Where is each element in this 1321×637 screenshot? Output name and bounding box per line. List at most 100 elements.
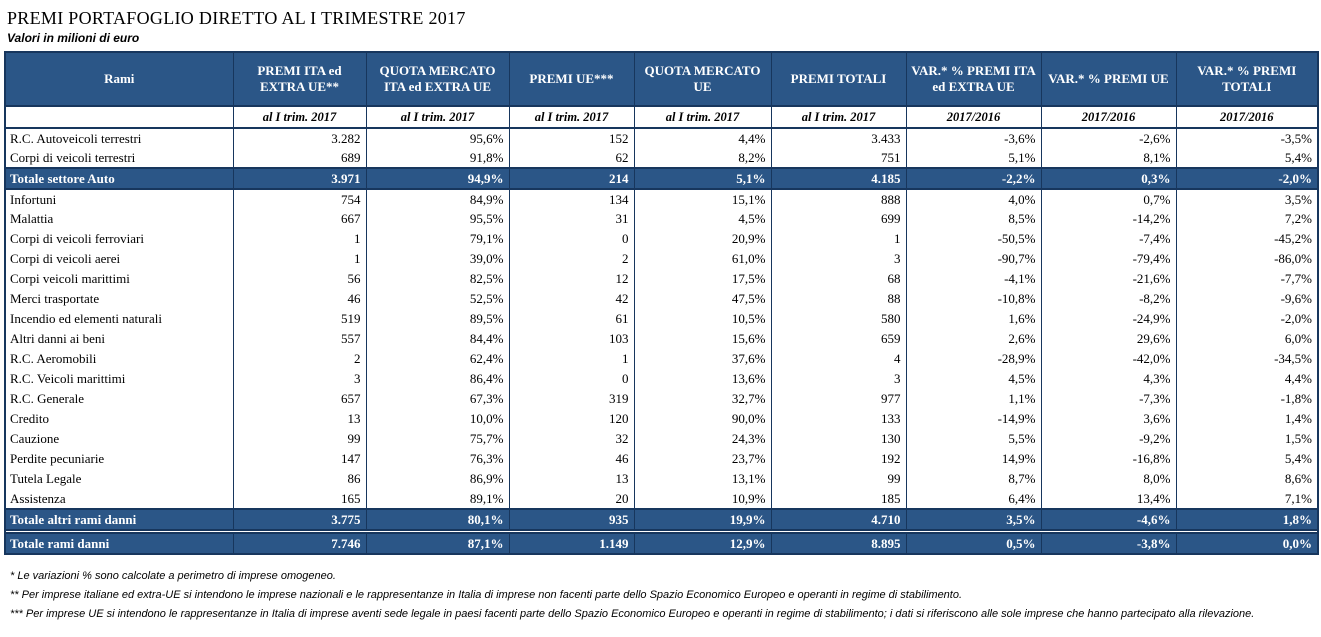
- table-row: Altri danni ai beni 557 84,4% 103 15,6% 659 2,…: [4, 329, 1319, 349]
- cell-value: 1: [232, 229, 367, 249]
- cell-value: 165: [232, 489, 367, 509]
- column-header: VAR.* % PREMI ITA ed EXTRA UE: [905, 52, 1042, 107]
- cell-value: 24,3%: [633, 429, 772, 449]
- cell-value: 10,9%: [633, 489, 772, 509]
- cell-value: 3,5%: [905, 508, 1042, 531]
- row-label: Malattia: [4, 209, 234, 229]
- cell-value: 0,5%: [905, 532, 1042, 555]
- cell-value: 87,1%: [365, 532, 510, 555]
- cell-value: -7,7%: [1175, 269, 1319, 289]
- cell-value: 76,3%: [365, 449, 510, 469]
- cell-value: -90,7%: [905, 249, 1042, 269]
- cell-value: 89,5%: [365, 309, 510, 329]
- cell-value: 8,0%: [1040, 469, 1177, 489]
- cell-value: 39,0%: [365, 249, 510, 269]
- row-label: Corpi di veicoli ferroviari: [4, 229, 234, 249]
- cell-value: -9,6%: [1175, 289, 1319, 309]
- cell-value: 42: [508, 289, 635, 309]
- cell-value: 152: [508, 128, 635, 148]
- cell-value: 10,0%: [365, 409, 510, 429]
- row-spacer: [5, 530, 1318, 533]
- cell-value: 84,9%: [365, 189, 510, 209]
- cell-value: -2,0%: [1175, 309, 1319, 329]
- cell-value: 319: [508, 389, 635, 409]
- cell-value: 1,8%: [1175, 508, 1319, 531]
- cell-value: 47,5%: [633, 289, 772, 309]
- column-header-rami: Rami: [4, 52, 234, 107]
- table-row: Malattia 667 95,5% 31 4,5% 699 8,5% -14,2% 7,2%: [4, 209, 1319, 229]
- cell-value: 14,9%: [905, 449, 1042, 469]
- table-row: R.C. Autoveicoli terrestri 3.282 95,6% 152 4…: [4, 128, 1319, 148]
- cell-value: 80,1%: [365, 508, 510, 531]
- cell-value: 62: [508, 148, 635, 168]
- column-header: QUOTA MERCATO UE: [633, 52, 772, 107]
- cell-value: 134: [508, 189, 635, 209]
- cell-value: 1: [232, 249, 367, 269]
- table-row: R.C. Veicoli marittimi 3 86,4% 0 13,6% 3 4,5% 4…: [4, 369, 1319, 389]
- cell-value: 6,0%: [1175, 329, 1319, 349]
- cell-value: 75,7%: [365, 429, 510, 449]
- cell-value: 13,4%: [1040, 489, 1177, 509]
- cell-value: 5,4%: [1175, 148, 1319, 168]
- cell-value: 0: [508, 229, 635, 249]
- cell-value: 68: [770, 269, 907, 289]
- cell-value: 519: [232, 309, 367, 329]
- cell-value: 580: [770, 309, 907, 329]
- table-row: R.C. Generale 657 67,3% 319 32,7% 977 1,1% -7,3…: [4, 389, 1319, 409]
- cell-value: 935: [508, 508, 635, 531]
- cell-value: 31: [508, 209, 635, 229]
- cell-value: 46: [508, 449, 635, 469]
- cell-value: 8,5%: [905, 209, 1042, 229]
- cell-value: -4,6%: [1040, 508, 1177, 531]
- cell-value: 89,1%: [365, 489, 510, 509]
- table-row: Infortuni 754 84,9% 134 15,1% 888 4,0% 0,7% 3,5%: [4, 189, 1319, 209]
- cell-value: 130: [770, 429, 907, 449]
- cell-value: 67,3%: [365, 389, 510, 409]
- cell-value: 62,4%: [365, 349, 510, 369]
- cell-value: -34,5%: [1175, 349, 1319, 369]
- cell-value: 751: [770, 148, 907, 168]
- cell-value: -2,6%: [1040, 128, 1177, 148]
- row-label: Credito: [4, 409, 234, 429]
- cell-value: 2,6%: [905, 329, 1042, 349]
- cell-value: 1: [770, 229, 907, 249]
- cell-value: 5,5%: [905, 429, 1042, 449]
- cell-value: 4,4%: [633, 128, 772, 148]
- cell-value: -14,9%: [905, 409, 1042, 429]
- cell-value: 0,0%: [1175, 532, 1319, 555]
- cell-value: 4.185: [770, 167, 907, 190]
- cell-value: 15,1%: [633, 189, 772, 209]
- table-row: Incendio ed elementi naturali 519 89,5% 61 1…: [4, 309, 1319, 329]
- cell-value: 214: [508, 167, 635, 190]
- total-row: Totale altri rami danni 3.775 80,1% 935 19,9…: [4, 508, 1319, 531]
- cell-value: -86,0%: [1175, 249, 1319, 269]
- cell-value: 3: [232, 369, 367, 389]
- period-header: al I trim. 2017: [770, 106, 907, 129]
- footnote-1: * Le variazioni % sono calcolate a perim…: [10, 570, 336, 582]
- cell-value: 1,6%: [905, 309, 1042, 329]
- cell-value: 95,5%: [365, 209, 510, 229]
- cell-value: 147: [232, 449, 367, 469]
- cell-value: 8,1%: [1040, 148, 1177, 168]
- period-header: al I trim. 2017: [508, 106, 635, 129]
- cell-value: 4,4%: [1175, 369, 1319, 389]
- cell-value: 7.746: [232, 532, 367, 555]
- cell-value: 2: [232, 349, 367, 369]
- header-row-main: Rami PREMI ITA ed EXTRA UE** QUOTA MERCA…: [4, 52, 1319, 107]
- cell-value: -24,9%: [1040, 309, 1177, 329]
- footnotes: * Le variazioni % sono calcolate a perim…: [10, 569, 1317, 623]
- row-label: Corpi di veicoli terrestri: [4, 148, 234, 168]
- column-header: VAR.* % PREMI UE: [1040, 52, 1177, 107]
- total-row: Totale rami danni 7.746 87,1% 1.149 12,9% 8.8…: [4, 532, 1319, 555]
- cell-value: -3,6%: [905, 128, 1042, 148]
- row-label: Infortuni: [4, 189, 234, 209]
- table-body: R.C. Autoveicoli terrestri 3.282 95,6% 152 4…: [4, 128, 1319, 555]
- cell-value: 61: [508, 309, 635, 329]
- premi-table: Rami PREMI ITA ed EXTRA UE** QUOTA MERCA…: [4, 51, 1319, 555]
- header-row-period: al I trim. 2017 al I trim. 2017 al I tri…: [4, 106, 1319, 129]
- table-header: Rami PREMI ITA ed EXTRA UE** QUOTA MERCA…: [4, 52, 1319, 129]
- cell-value: -4,1%: [905, 269, 1042, 289]
- cell-value: 79,1%: [365, 229, 510, 249]
- cell-value: 86,9%: [365, 469, 510, 489]
- cell-value: 23,7%: [633, 449, 772, 469]
